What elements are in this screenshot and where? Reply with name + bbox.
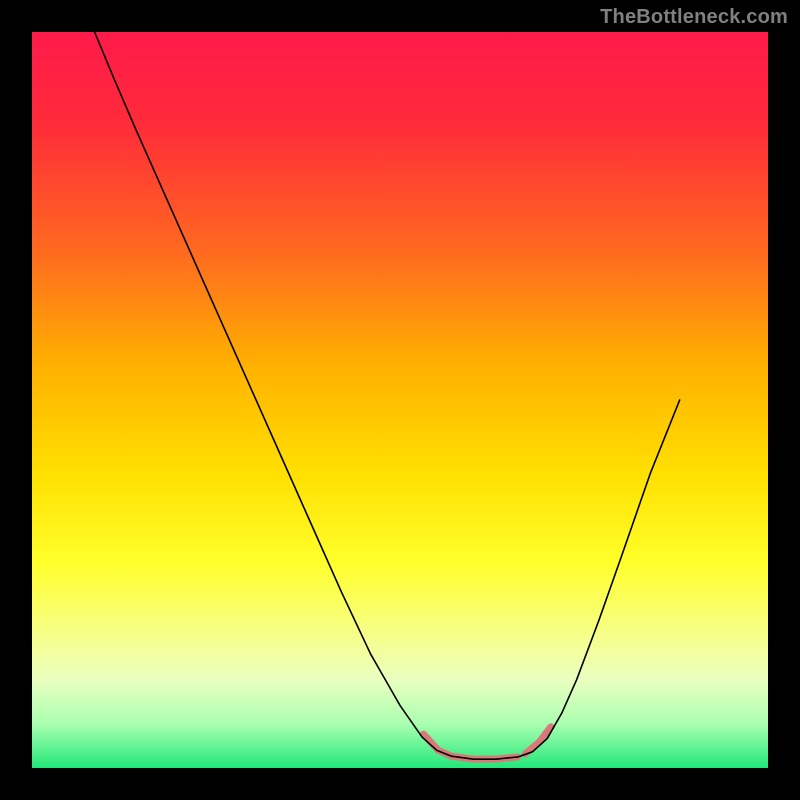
watermark-text: TheBottleneck.com	[600, 6, 788, 29]
chart-frame: TheBottleneck.com	[0, 0, 800, 800]
plot-area	[32, 32, 768, 768]
chart-svg	[32, 32, 768, 768]
